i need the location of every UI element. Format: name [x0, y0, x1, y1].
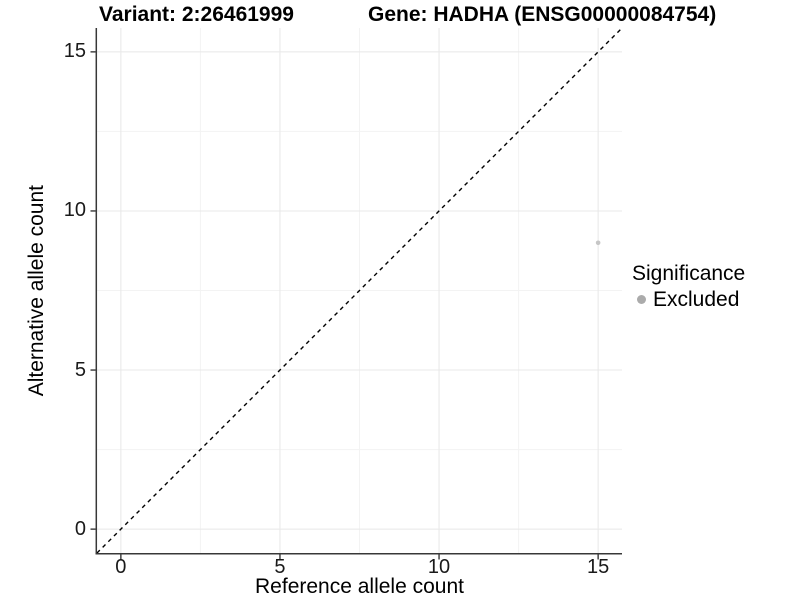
axis-lines	[95, 28, 622, 555]
excluded-point-icon	[637, 295, 646, 304]
y-axis-title-text: Alternative allele count	[25, 184, 48, 397]
variant-title: Variant: 2:26461999	[99, 3, 294, 26]
plot-canvas	[90, 27, 623, 560]
legend: Significance Excluded	[632, 262, 745, 311]
legend-title: Significance	[632, 262, 746, 285]
x-axis-title: Reference allele count	[255, 575, 464, 598]
y-axis-title: Alternative allele count	[22, 28, 52, 553]
legend-entry-excluded: Excluded	[632, 288, 745, 311]
x-tick-label: 15	[587, 556, 610, 578]
y-tick-label: 0	[74, 517, 86, 540]
gene-title: Gene: HADHA (ENSG00000084754)	[368, 3, 717, 26]
x-tick-label: 0	[115, 556, 127, 578]
y-tick-label: 5	[74, 358, 86, 381]
x-tick-label: 10	[427, 556, 451, 578]
y-tick-label: 15	[63, 40, 86, 63]
legend-entry-label: Excluded	[653, 288, 740, 311]
x-tick-label: 5	[274, 556, 286, 578]
plot-panel	[90, 27, 623, 560]
tick-marks	[90, 51, 599, 560]
y-tick-label: 10	[63, 199, 86, 222]
identity-line	[96, 27, 623, 554]
gridlines-major	[97, 28, 622, 553]
data-point	[595, 240, 601, 246]
data-points	[595, 240, 601, 246]
